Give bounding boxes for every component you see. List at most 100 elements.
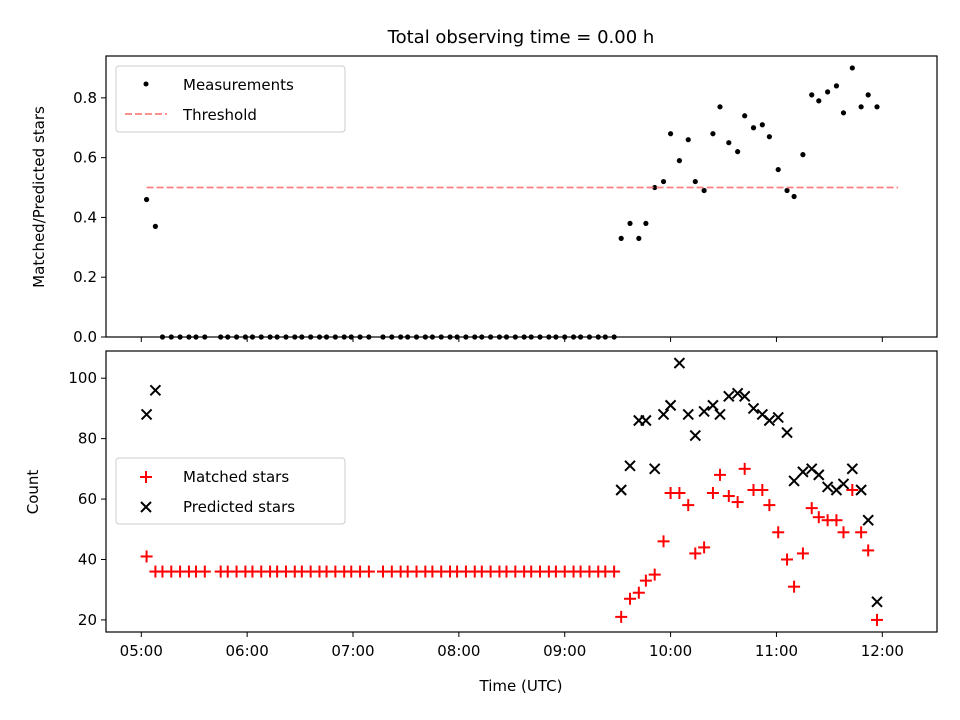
- marker-stroke: [664, 399, 677, 412]
- predicted-star-point: [149, 384, 162, 396]
- y-tick-label: 20: [78, 611, 97, 629]
- bottom-x-ticks: 05:00 06:00 07:00 08:00 09:00 10:00 11:00 12:00: [120, 632, 904, 660]
- measurement-point: [618, 235, 624, 241]
- marker-stroke: [846, 463, 859, 475]
- marker-stroke: [855, 484, 867, 496]
- marker-stroke: [723, 390, 735, 403]
- marker-stroke: [788, 475, 800, 487]
- marker-stroke: [149, 384, 162, 396]
- predicted-star-point: [707, 399, 719, 412]
- marker-stroke: [640, 414, 652, 427]
- matched-star-point: [781, 553, 794, 566]
- predicted-star-point: [640, 414, 652, 427]
- marker-stroke: [763, 414, 776, 427]
- predicted-star-point: [624, 460, 636, 472]
- matched-star-point: [632, 586, 645, 599]
- x-tick-label: 05:00: [120, 642, 163, 660]
- predicted-star-point: [788, 475, 800, 487]
- bottom-plot-area: [140, 357, 884, 626]
- legend-label-matched: Matched stars: [183, 468, 289, 486]
- matched-star-point: [698, 541, 711, 554]
- x-axis-label: Time (UTC): [479, 677, 563, 695]
- predicted-star-point: [648, 463, 661, 475]
- x-tick-label: 10:00: [649, 642, 692, 660]
- measurement-point: [692, 178, 698, 185]
- matched-star-point: [362, 565, 375, 578]
- predicted-star-point: [763, 414, 776, 427]
- measurement-point: [143, 196, 150, 203]
- top-legend: Measurements Threshold: [115, 65, 346, 133]
- x-tick-label: 11:00: [755, 642, 798, 660]
- matched-star-point: [862, 544, 875, 557]
- matched-star-point: [772, 526, 785, 539]
- bottom-y-axis-label: Count: [24, 470, 42, 515]
- matched-star-point: [763, 499, 776, 512]
- predicted-star-point: [862, 514, 874, 526]
- predicted-star-point: [673, 357, 686, 369]
- marker-stroke: [657, 408, 670, 421]
- x-tick-label: 12:00: [861, 642, 904, 660]
- marker-stroke: [747, 402, 760, 415]
- measurement-point: [717, 104, 723, 110]
- x-tick-label: 07:00: [331, 642, 374, 660]
- y-tick-label: 0.6: [73, 149, 97, 167]
- measurement-point: [152, 223, 159, 229]
- matched-star-point: [812, 511, 825, 524]
- matched-star-point: [648, 568, 661, 581]
- matched-star-point: [673, 487, 686, 500]
- matched-star-point: [846, 483, 859, 496]
- measurement-point: [775, 166, 781, 173]
- measurement-point: [865, 92, 871, 98]
- matched-star-point: [837, 526, 850, 539]
- predicted-star-point: [657, 408, 670, 421]
- matched-star-point: [198, 565, 211, 578]
- measurement-point: [858, 104, 864, 110]
- legend-label-predicted: Predicted stars: [183, 498, 295, 516]
- matched-star-point: [657, 535, 670, 548]
- measurement-point: [636, 235, 642, 241]
- bottom-axes-frame: [105, 350, 938, 633]
- matched-star-point: [830, 514, 843, 527]
- matched-star-point: [731, 496, 744, 509]
- predicted-star-point: [698, 405, 710, 418]
- marker-stroke: [738, 390, 751, 403]
- top-legend-box: [115, 65, 346, 133]
- marker-stroke: [714, 408, 726, 421]
- y-tick-label: 0.2: [73, 268, 97, 286]
- predicted-star-point: [723, 390, 735, 403]
- matched-star-point: [624, 592, 637, 605]
- y-tick-label: 60: [78, 490, 97, 508]
- marker-stroke: [756, 408, 769, 421]
- measurement-point: [652, 184, 658, 191]
- bottom-panel: 20 40 60 80 100 05:00 06:00 07:00 08:00 09:00 10:…: [24, 350, 938, 695]
- x-tick-label: 08:00: [437, 642, 480, 660]
- measurement-point: [766, 134, 772, 140]
- top-y-axis-label: Matched/Predicted stars: [30, 106, 48, 288]
- matched-star-point: [756, 483, 769, 496]
- predicted-star-point: [738, 390, 751, 403]
- marker-stroke: [624, 460, 636, 472]
- predicted-star-point: [664, 399, 677, 412]
- predicted-star-point: [714, 408, 726, 421]
- predicted-star-point: [813, 469, 825, 481]
- legend-label-threshold: Threshold: [182, 106, 257, 124]
- measurement-point: [759, 122, 765, 128]
- predicted-star-point: [682, 408, 694, 421]
- measurement-point: [840, 110, 847, 116]
- measurement-point: [710, 131, 716, 137]
- marker-stroke: [682, 408, 694, 421]
- bottom-legend-box: [115, 457, 346, 525]
- matched-star-point: [682, 499, 695, 512]
- measurement-point: [809, 92, 815, 98]
- measurement-point: [676, 158, 683, 164]
- matched-star-point: [788, 580, 801, 593]
- y-tick-label: 0.8: [73, 89, 97, 107]
- matched-star-point: [722, 490, 735, 503]
- marker-stroke: [772, 411, 784, 424]
- figure-title: Total observing time = 0.00 h: [387, 27, 655, 48]
- marker-stroke: [821, 481, 834, 493]
- x-tick-label: 06:00: [226, 642, 269, 660]
- legend-marker-predicted: [140, 501, 152, 513]
- matched-star-point: [689, 547, 702, 560]
